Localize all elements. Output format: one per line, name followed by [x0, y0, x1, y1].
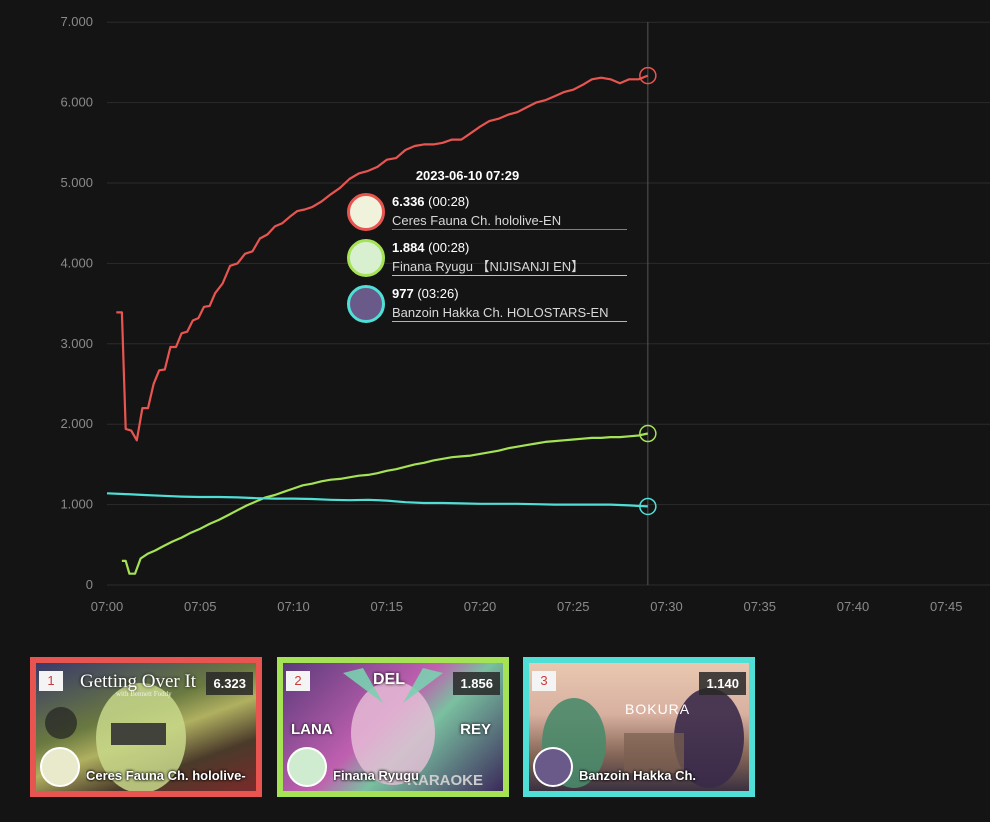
tooltip-duration: (00:28) — [428, 194, 470, 209]
channel-avatar — [533, 747, 573, 787]
tooltip-value: 1.884 — [392, 240, 425, 255]
tooltip-value: 6.336 — [392, 194, 425, 209]
tooltip-channel-name: Ceres Fauna Ch. hololive-EN — [392, 213, 562, 228]
series-line-1 — [116, 74, 649, 442]
x-tick-label: 07:00 — [91, 599, 124, 614]
y-axis: 0 1.000 2.000 3.000 4.000 5.000 6.000 7.000 — [60, 14, 93, 592]
stream-card-3[interactable]: BOKURA 3 1.140 Banzoin Hakka Ch. — [523, 657, 755, 797]
rank-badge: 3 — [532, 671, 556, 691]
stream-thumbnail[interactable]: DEL LANA REY KARAOKE 2 1.856 Finana Ryug… — [283, 663, 503, 791]
tooltip-channel-name: Finana Ryugu 【NIJISANJI EN】 — [392, 259, 585, 274]
viewer-count: 6.323 — [206, 672, 253, 695]
y-tick-label: 5.000 — [60, 175, 93, 190]
avatar — [347, 193, 385, 231]
channel-name: Banzoin Hakka Ch. — [579, 768, 697, 783]
thumbnail-title: Getting Over It — [80, 671, 197, 692]
y-tick-label: 4.000 — [60, 255, 93, 270]
x-tick-label: 07:25 — [557, 599, 590, 614]
x-axis: 07:00 07:05 07:10 07:15 07:20 07:25 07:30 07:35… — [91, 599, 963, 614]
x-tick-label: 07:15 — [370, 599, 403, 614]
stream-thumbnail[interactable]: BOKURA 3 1.140 Banzoin Hakka Ch. — [529, 663, 749, 791]
stream-card-1[interactable]: Getting Over It with Bennett Foddy 1 6.3… — [30, 657, 262, 797]
x-tick-label: 07:35 — [743, 599, 776, 614]
thumbnail-label-lana: LANA — [291, 721, 333, 738]
thumbnail-title: BOKURA — [625, 701, 691, 717]
avatar — [347, 239, 385, 277]
chart-tooltip: 2023-06-10 07:29 6.336 (00:28) Ceres Fau… — [345, 164, 630, 326]
series-line-3 — [106, 492, 648, 508]
viewer-count: 1.140 — [699, 672, 746, 695]
series-line-2 — [121, 432, 649, 575]
stream-card-2[interactable]: DEL LANA REY KARAOKE 2 1.856 Finana Ryug… — [277, 657, 509, 797]
x-tick-label: 07:05 — [184, 599, 217, 614]
channel-avatar — [40, 747, 80, 787]
series-group — [106, 74, 649, 575]
line-chart: 0 1.000 2.000 3.000 4.000 5.000 6.000 7.000 07:… — [60, 14, 990, 614]
channel-name: Ceres Fauna Ch. hololive- — [86, 768, 246, 783]
chart-grid — [107, 21, 990, 586]
channel-avatar — [287, 747, 327, 787]
series-end-marker — [639, 66, 657, 85]
tooltip-channel-name: Banzoin Hakka Ch. HOLOSTARS-EN — [392, 305, 609, 320]
x-tick-label: 07:20 — [464, 599, 497, 614]
tooltip-row: 977 (03:26) Banzoin Hakka Ch. HOLOSTARS-… — [345, 280, 630, 326]
stream-thumbnail[interactable]: Getting Over It with Bennett Foddy 1 6.3… — [36, 663, 256, 791]
tooltip-value: 977 — [392, 286, 414, 301]
rank-badge: 1 — [39, 671, 63, 691]
thumbnail-subtitle: KARAOKE — [407, 772, 483, 789]
tooltip-duration: (03:26) — [417, 286, 459, 301]
thumbnail-subtitle: with Bennett Foddy — [116, 690, 172, 698]
x-tick-label: 07:40 — [837, 599, 870, 614]
y-tick-label: 2.000 — [60, 416, 93, 431]
thumbnail-title: DEL — [373, 671, 405, 688]
avatar — [347, 285, 385, 323]
viewer-count: 1.856 — [453, 672, 500, 695]
y-tick-label: 7.000 — [60, 14, 93, 29]
y-tick-label: 1.000 — [60, 497, 93, 512]
y-tick-label: 0 — [86, 577, 93, 592]
series-end-marker — [639, 424, 657, 443]
tooltip-row: 6.336 (00:28) Ceres Fauna Ch. hololive-E… — [345, 188, 630, 234]
tooltip-row: 1.884 (00:28) Finana Ryugu 【NIJISANJI EN… — [345, 234, 630, 280]
thumbnail-label-rey: REY — [460, 721, 491, 738]
x-tick-label: 07:30 — [650, 599, 683, 614]
tooltip-duration: (00:28) — [428, 240, 470, 255]
rank-badge: 2 — [286, 671, 310, 691]
x-tick-label: 07:10 — [277, 599, 310, 614]
series-end-marker — [639, 497, 657, 516]
channel-name: Finana Ryugu — [333, 768, 419, 783]
y-tick-label: 3.000 — [60, 336, 93, 351]
tooltip-time: 2023-06-10 07:29 — [415, 168, 520, 183]
end-markers — [639, 66, 657, 516]
x-tick-label: 07:45 — [930, 599, 963, 614]
y-tick-label: 6.000 — [60, 95, 93, 110]
